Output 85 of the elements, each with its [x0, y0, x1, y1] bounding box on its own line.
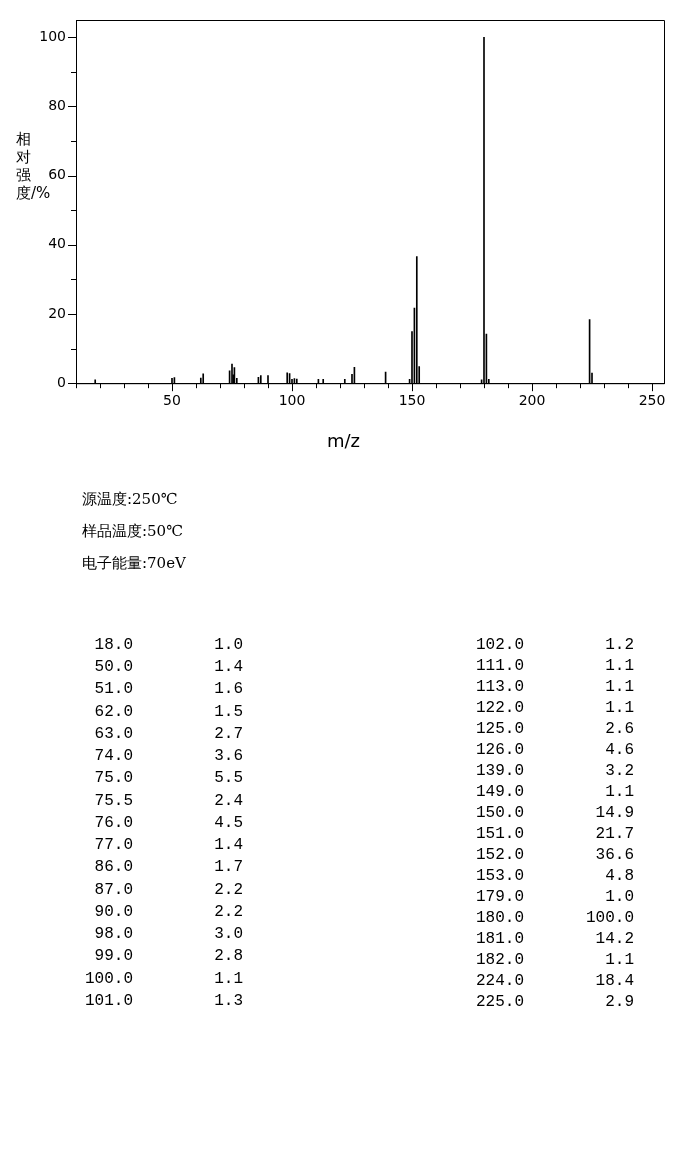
x-tick-label: 250	[638, 392, 666, 409]
text: 179.0	[475, 888, 524, 908]
text: 4.8	[604, 867, 634, 887]
text: 14.2	[594, 930, 634, 950]
text: 100.0	[84, 969, 133, 990]
y-tick-label: 80	[48, 97, 66, 114]
text: 101.0	[84, 991, 133, 1012]
text: 1.3	[213, 991, 243, 1012]
text: 63.0	[93, 724, 133, 745]
text: 86.0	[93, 858, 133, 879]
text: 98.0	[93, 925, 133, 946]
text: 139.0	[475, 762, 524, 782]
text: 1.7	[213, 858, 243, 879]
text: 1.0	[604, 888, 634, 908]
text: 2.9	[604, 993, 634, 1013]
text: 150.0	[475, 804, 524, 824]
text: 1.6	[213, 680, 243, 701]
text: 62.0	[93, 702, 133, 723]
text: 3.0	[213, 925, 243, 946]
text: 4.5	[213, 813, 243, 834]
text: 75.0	[93, 769, 133, 790]
text: 77.0	[93, 836, 133, 857]
text: 181.0	[475, 930, 524, 950]
text: 1.5	[213, 702, 243, 723]
text: 99.0	[93, 947, 133, 968]
x-tick-label: 50	[163, 392, 181, 409]
text: 2.4	[213, 791, 243, 812]
text: 样品温度:50℃	[82, 522, 184, 542]
text: 2.2	[213, 902, 243, 923]
text: 18.0	[93, 636, 133, 656]
text: 100.0	[585, 909, 634, 929]
text: 3.6	[213, 747, 243, 768]
text: 1.0	[213, 636, 243, 656]
text: 224.0	[475, 972, 524, 992]
text: 51.0	[93, 680, 133, 701]
text: 113.0	[475, 678, 524, 698]
y-tick-label: 100	[39, 27, 66, 44]
text: 1.2	[604, 636, 634, 656]
text: 75.5	[93, 791, 133, 812]
text: 电子能量:70eV	[82, 554, 187, 574]
text: 111.0	[475, 657, 524, 677]
text: 122.0	[475, 699, 524, 719]
text: 1.1	[604, 783, 634, 803]
text: 74.0	[93, 747, 133, 768]
text: 153.0	[475, 867, 524, 887]
text: 182.0	[475, 951, 524, 971]
text: 149.0	[475, 783, 524, 803]
text: 2.6	[604, 720, 634, 740]
text: 125.0	[475, 720, 524, 740]
text: 4.6	[604, 741, 634, 761]
text: 180.0	[475, 909, 524, 929]
text: 36.6	[594, 846, 634, 866]
y-tick-label: 40	[48, 235, 66, 252]
text: 1.4	[213, 836, 243, 857]
text: 1.1	[604, 678, 634, 698]
text: 源温度:250℃	[82, 490, 179, 510]
y-tick-label: 20	[48, 304, 66, 321]
text: 1.4	[213, 658, 243, 679]
text: 2.8	[213, 947, 243, 968]
text: 2.7	[213, 724, 243, 745]
y-tick-label: 0	[57, 373, 66, 390]
text: 76.0	[93, 813, 133, 834]
text: 225.0	[475, 993, 524, 1013]
text: 151.0	[475, 825, 524, 845]
y-tick-label: 60	[48, 166, 66, 183]
text: 21.7	[594, 825, 634, 845]
text: 50.0	[93, 658, 133, 679]
text: 14.9	[594, 804, 634, 824]
text: 1.1	[604, 657, 634, 677]
text: 2.2	[213, 880, 243, 901]
text: 1.1	[213, 969, 243, 990]
text: 126.0	[475, 741, 524, 761]
x-tick-label: 200	[518, 392, 546, 409]
text: 1.1	[604, 951, 634, 971]
x-tick-label: 100	[278, 392, 306, 409]
text: 90.0	[93, 902, 133, 923]
text: 1.1	[604, 699, 634, 719]
x-axis-title: m/z	[325, 430, 361, 451]
text: 152.0	[475, 846, 524, 866]
text: 5.5	[213, 769, 243, 790]
text: 87.0	[93, 880, 133, 901]
x-tick-label: 150	[398, 392, 426, 409]
text: 102.0	[475, 636, 524, 656]
text: 18.4	[594, 972, 634, 992]
text: 3.2	[604, 762, 634, 782]
